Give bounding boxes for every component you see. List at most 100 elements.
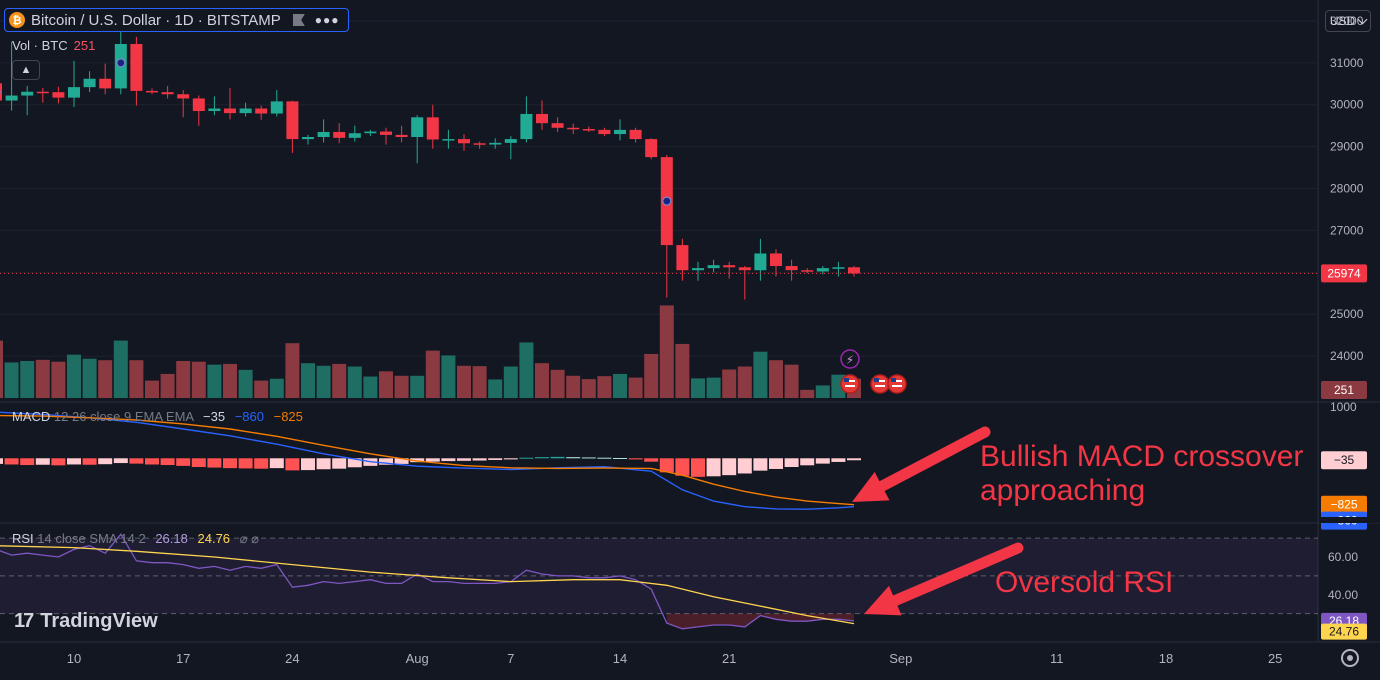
- time-tick-label: 17: [176, 651, 190, 666]
- volume-bar: [145, 380, 159, 398]
- gear-icon[interactable]: [1341, 649, 1359, 667]
- macd-histogram-bar: [644, 458, 659, 462]
- volume-bar: [316, 365, 331, 398]
- candle-body: [348, 133, 361, 138]
- macd-histogram-bar: [82, 458, 97, 465]
- macd-histogram-bar: [285, 458, 300, 471]
- candle-body: [629, 129, 642, 140]
- flag-icon[interactable]: [292, 14, 305, 26]
- candle-body: [567, 127, 580, 130]
- macd-histogram-bar: [457, 458, 471, 461]
- logo-text: TradingView: [40, 610, 158, 632]
- candle-body: [738, 267, 751, 271]
- volume-bar: [457, 365, 471, 398]
- price-tick-label: 30000: [1330, 98, 1364, 112]
- volume-bar: [628, 377, 643, 398]
- rsi-ma-line: [0, 545, 855, 625]
- macd-annotation-arrow-head: [852, 472, 890, 502]
- candle-body: [551, 123, 564, 128]
- candle-body: [192, 98, 205, 112]
- volume-bar: [113, 340, 128, 398]
- macd-histogram-badge: [1321, 451, 1367, 470]
- candle-body: [582, 129, 595, 131]
- flag-stripe: [892, 385, 902, 387]
- currency-select[interactable]: USD: [1325, 10, 1371, 32]
- macd-histogram-bar: [613, 457, 627, 459]
- time-tick-label: 21: [722, 651, 736, 666]
- candle-body: [723, 265, 736, 268]
- candle-body: [224, 108, 236, 114]
- macd-histogram-bar: [441, 458, 456, 462]
- candle-body: [598, 129, 611, 135]
- candle-body: [83, 78, 96, 88]
- macd-histogram-bar: [254, 458, 269, 469]
- macd-histogram-bar: [784, 458, 799, 468]
- macd-histogram-bar: [113, 458, 128, 464]
- us-flag-icon: [870, 374, 890, 394]
- macd-histogram-bar: [503, 458, 518, 460]
- rsi-value: 26.18: [155, 531, 188, 546]
- price-tick-label: 27000: [1330, 223, 1364, 237]
- macd-histogram-bar: [550, 456, 565, 459]
- volume-label: Vol · BTC: [12, 38, 68, 53]
- candle-body: [177, 94, 190, 99]
- candle-body: [0, 83, 2, 101]
- macd-line-value: −860: [234, 409, 264, 424]
- volume-bar: [20, 360, 35, 398]
- macd-histogram-bar: [628, 458, 643, 460]
- volume-bar: [597, 376, 612, 398]
- volume-bar: [347, 366, 362, 398]
- price-tick-label: 25000: [1330, 307, 1364, 321]
- macd-line: [0, 411, 855, 510]
- time-tick-label: 11: [1050, 651, 1064, 666]
- price-tick-label: 32000: [1330, 14, 1364, 28]
- flag-canton: [844, 378, 849, 382]
- candle-body: [458, 139, 470, 144]
- macd-pane-clip: [1319, 517, 1379, 523]
- volume-bar: [394, 375, 409, 398]
- time-tick-label: 10: [67, 651, 81, 666]
- candle-body: [21, 91, 34, 96]
- macd-histogram-bar: [379, 458, 393, 465]
- macd-histogram-value: −35: [203, 409, 226, 424]
- event-marker-icon: [662, 196, 672, 206]
- time-tick-label: Sep: [889, 651, 912, 666]
- volume-bar: [644, 353, 659, 398]
- volume-bar: [659, 305, 674, 398]
- flag-canton: [891, 378, 896, 382]
- macd-histogram-bar: [831, 458, 846, 462]
- candle-body: [832, 267, 845, 269]
- candle-body: [302, 136, 314, 140]
- candle-body: [785, 266, 798, 271]
- candle-body: [270, 101, 283, 114]
- macd-histogram-bar: [223, 458, 237, 469]
- collapse-legend-button[interactable]: ▲: [12, 60, 40, 80]
- candle-body: [614, 129, 626, 135]
- time-tick-label: 14: [613, 651, 627, 666]
- candle-body: [676, 245, 689, 271]
- more-icon[interactable]: ●●●: [314, 13, 340, 27]
- us-flag-icon: [840, 374, 860, 394]
- macd-name: MACD: [12, 409, 51, 424]
- time-tick-label: 7: [507, 651, 514, 666]
- candle-body: [473, 143, 486, 145]
- tradingview-logo[interactable]: 17 TradingView: [14, 610, 158, 633]
- volume-bar: [129, 360, 144, 398]
- symbol-legend[interactable]: ₿ Bitcoin / U.S. Dollar · 1D · BITSTAMP …: [4, 8, 349, 32]
- volume-bar: [691, 378, 705, 398]
- macd-signal-badge-label: −825: [1330, 498, 1357, 512]
- candle-body: [317, 131, 330, 137]
- volume-value: 251: [73, 38, 96, 53]
- macd-histogram-bar: [722, 458, 737, 476]
- macd-legend[interactable]: MACD 12 26 close 9 EMA EMA −35 −860 −825: [12, 409, 303, 424]
- macd-histogram-bar: [800, 458, 815, 466]
- rsi-legend[interactable]: RSI 14 close SMA 14 2 26.18 24.76 ⌀ ⌀: [12, 531, 259, 547]
- time-tick-label: Aug: [406, 651, 429, 666]
- candle-body: [5, 95, 18, 101]
- rsi-tick-label: 60.00: [1328, 550, 1358, 564]
- time-tick-label: 18: [1159, 651, 1173, 666]
- candle-body: [520, 113, 533, 140]
- candle-body: [442, 139, 455, 141]
- volume-bar: [581, 379, 596, 398]
